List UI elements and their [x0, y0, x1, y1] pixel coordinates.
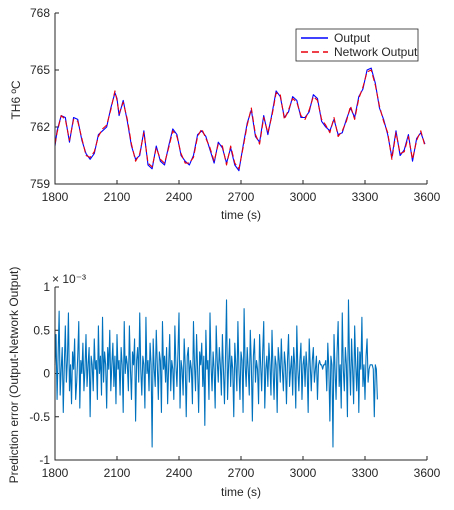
- y-tick-labels: -1 -0.5 0 0.5 1: [29, 280, 50, 467]
- y-tick-label: 765: [30, 63, 50, 77]
- legend: Output Network Output: [295, 28, 419, 62]
- y-tick-labels: 759 762 765 768: [30, 6, 50, 191]
- y-axis-exponent: × 10⁻³: [52, 272, 86, 286]
- legend-label-network-output: Network Output: [334, 45, 418, 59]
- y-axis-label: TH6 ºC: [9, 80, 23, 119]
- x-tick-labels: 1800 2100 2400 2700 3000 3300 3600: [42, 190, 441, 204]
- axes: [54, 13, 427, 185]
- x-tick-label: 2400: [166, 466, 193, 480]
- axes: [54, 287, 427, 461]
- temperature-chart: 1800 2100 2400 2700 3000 3300 3600 759 762 765 76…: [9, 6, 441, 222]
- y-tick-label: 0: [43, 367, 50, 381]
- x-tick-label: 3600: [414, 466, 441, 480]
- y-tick-label: 762: [30, 120, 50, 134]
- y-tick-label: 0.5: [33, 323, 50, 337]
- x-tick-labels: 1800 2100 2400 2700 3000 3300 3600: [42, 466, 441, 480]
- y-tick-label: 768: [30, 6, 50, 20]
- x-axis-label: time (s): [221, 485, 261, 499]
- x-tick-label: 2400: [166, 190, 193, 204]
- x-tick-label: 1800: [42, 466, 69, 480]
- series-lines: [54, 67, 426, 172]
- series-line-output: [54, 67, 426, 172]
- x-tick-label: 1800: [42, 190, 69, 204]
- y-tick-label: 759: [30, 177, 50, 191]
- x-tick-label: 2100: [104, 466, 131, 480]
- series-line-series-0: [54, 299, 378, 448]
- x-tick-label: 3300: [352, 190, 379, 204]
- x-tick-label: 3600: [414, 190, 441, 204]
- x-tick-label: 3000: [290, 190, 317, 204]
- y-axis-label: Prediction error (Output-Network Output): [7, 267, 21, 484]
- series-lines: [54, 299, 378, 448]
- x-tick-label: 3300: [352, 466, 379, 480]
- x-axis-label: time (s): [221, 208, 261, 222]
- x-tick-label: 2700: [228, 466, 255, 480]
- x-tick-label: 2100: [104, 190, 131, 204]
- legend-box: [295, 28, 419, 62]
- x-tick-label: 2700: [228, 190, 255, 204]
- y-tick-label: -1: [39, 453, 50, 467]
- y-tick-label: 1: [43, 280, 50, 294]
- y-tick-label: -0.5: [29, 410, 50, 424]
- x-tick-label: 3000: [290, 466, 317, 480]
- legend-label-output: Output: [334, 31, 371, 45]
- prediction-error-chart: 1800 2100 2400 2700 3000 3300 3600 -1 -0.5 0 0.5 1…: [7, 267, 441, 499]
